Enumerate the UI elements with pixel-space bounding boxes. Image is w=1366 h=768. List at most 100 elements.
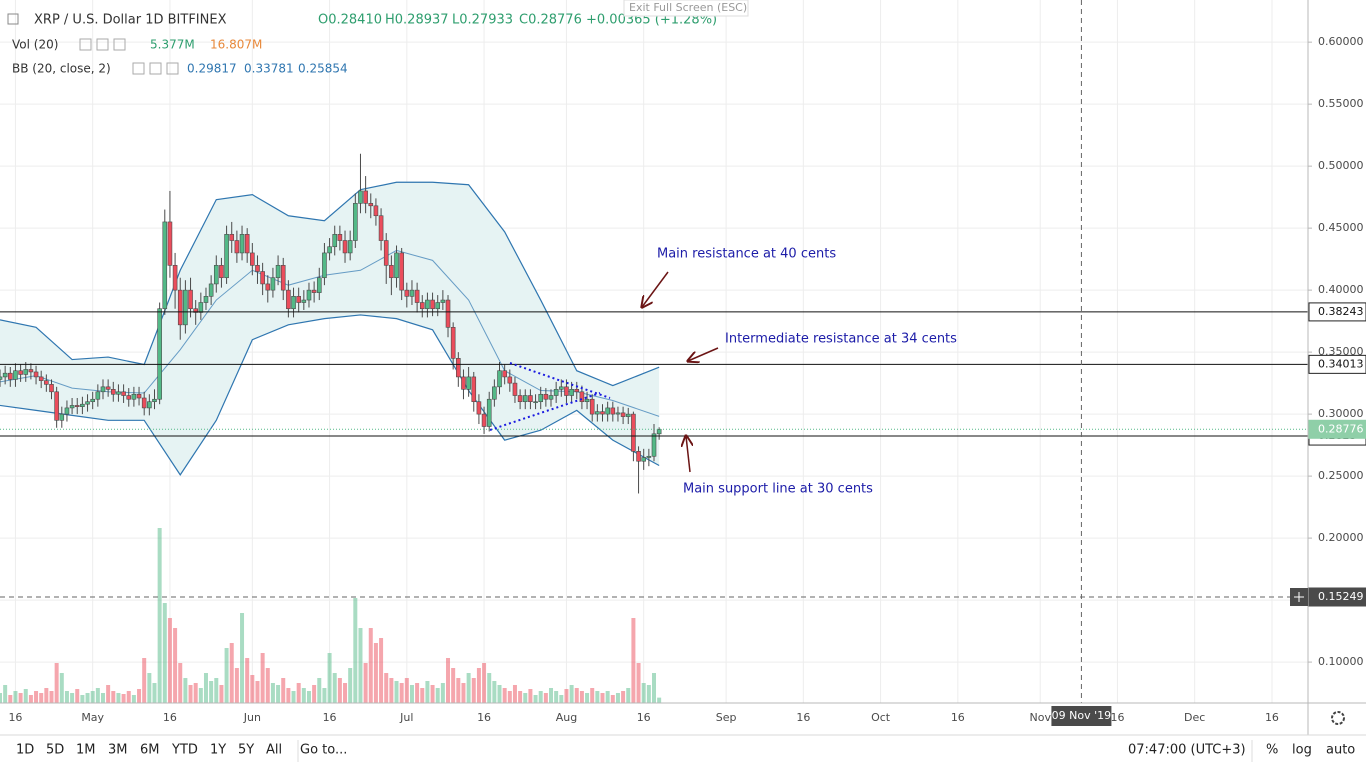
candle-body — [95, 391, 101, 400]
candle-body — [7, 372, 13, 380]
level-label: 0.34013 — [1318, 357, 1364, 370]
candle-body — [625, 413, 631, 417]
volume-bar — [425, 681, 430, 703]
candle-body — [569, 389, 574, 396]
volume-bar — [111, 691, 116, 703]
volume-bar — [198, 688, 203, 703]
range-button[interactable]: 6M — [140, 743, 160, 758]
candle-body — [620, 412, 626, 417]
volume-bar — [528, 689, 533, 703]
x-tick-label: Oct — [871, 711, 891, 724]
volume-bar — [332, 673, 337, 703]
candle-body — [275, 265, 281, 279]
candle-body — [404, 289, 410, 297]
candle-body — [512, 382, 518, 396]
range-button[interactable]: 1D — [16, 743, 34, 758]
candle-body — [600, 411, 605, 415]
exit-fullscreen[interactable]: Exit Full Screen (ESC) — [629, 1, 747, 14]
candle-body — [589, 398, 595, 415]
ohlc-high: H0.28937 — [385, 13, 449, 28]
volume-bar — [147, 673, 152, 703]
crosshair-plus[interactable] — [1294, 592, 1304, 603]
range-button[interactable]: YTD — [171, 743, 198, 758]
volume-bar — [523, 693, 528, 703]
volume-bar — [59, 673, 64, 703]
collapse-icon[interactable] — [7, 13, 19, 25]
range-button[interactable]: 3M — [108, 743, 128, 758]
percent-toggle[interactable]: % — [1266, 743, 1278, 758]
x-tick-label: 16 — [796, 711, 810, 724]
volume-bar — [451, 668, 456, 703]
candle-body — [440, 299, 446, 303]
candle-body — [90, 398, 95, 403]
settings-icon[interactable] — [1331, 711, 1345, 725]
y-tick-label: 0.55000 — [1318, 97, 1364, 110]
candle-body — [435, 302, 441, 310]
candle-body — [522, 395, 528, 403]
range-button[interactable]: 1Y — [210, 743, 226, 758]
volume-bar — [559, 695, 564, 703]
candle-body — [121, 391, 126, 396]
symbol[interactable]: XRP / U.S. Dollar 1D BITFINEX — [34, 13, 227, 28]
clock[interactable]: 07:47:00 (UTC+3) — [1128, 743, 1246, 758]
x-tick-label: 16 — [1110, 711, 1124, 724]
candle-body — [126, 395, 132, 400]
volume-bar — [652, 673, 656, 703]
volume-bar — [641, 683, 646, 703]
candle-body — [74, 405, 80, 407]
volume-bar — [621, 691, 626, 703]
log-toggle[interactable]: log — [1292, 743, 1312, 758]
goto[interactable]: Go to... — [300, 743, 347, 758]
volume-bar — [327, 653, 332, 703]
icon[interactable] — [113, 38, 126, 51]
volume-bar — [482, 663, 487, 703]
range-button[interactable]: 5Y — [238, 743, 254, 758]
candle-body — [332, 234, 338, 248]
candle-body — [394, 252, 399, 279]
auto-toggle[interactable]: auto — [1326, 743, 1355, 758]
icon[interactable] — [79, 38, 92, 51]
icon[interactable] — [166, 62, 179, 75]
volume-bar — [291, 691, 296, 703]
candle-body — [564, 386, 569, 396]
volume-bar — [487, 673, 492, 703]
volume-bar — [657, 697, 662, 703]
range-button[interactable]: 5D — [46, 743, 64, 758]
bb-label[interactable]: BB (20, close, 2) — [12, 62, 111, 76]
volume-bar — [502, 688, 507, 703]
range-button[interactable]: All — [266, 743, 282, 758]
candle-body — [584, 398, 590, 403]
volume-bar — [404, 678, 409, 703]
candle-body — [358, 190, 363, 204]
x-tick-label: Aug — [556, 711, 577, 724]
volume-bar — [384, 673, 389, 703]
volume-bar — [564, 689, 569, 703]
y-tick-label: 0.30000 — [1318, 407, 1364, 420]
range-button[interactable]: 1M — [76, 743, 96, 758]
candle-body — [0, 376, 3, 380]
volume-bar — [538, 691, 543, 703]
volume-bar — [373, 643, 378, 703]
volume-bar — [85, 693, 90, 703]
exit-fullscreen-button[interactable] — [623, 0, 749, 17]
candle-body — [69, 405, 75, 409]
candle-body — [445, 299, 451, 328]
toolbar: Go to... 07:47:00 (UTC+3) % log auto 1D 5… — [16, 711, 1355, 762]
candle-body — [301, 299, 307, 303]
volume-bar — [131, 695, 136, 703]
icon[interactable] — [132, 62, 145, 75]
volume-bar — [100, 693, 105, 703]
volume-bar — [152, 683, 157, 703]
last-price-label: 0.28776 — [1318, 422, 1364, 435]
candle-body — [162, 221, 168, 310]
icon[interactable] — [96, 38, 109, 51]
volume-bar — [137, 689, 142, 703]
icon[interactable] — [149, 62, 162, 75]
vol-label[interactable]: Vol (20) — [12, 38, 58, 52]
volume-bar — [389, 678, 394, 703]
volume-bar — [265, 668, 270, 703]
volume-bar — [420, 688, 425, 703]
y-tick-label: 0.40000 — [1318, 283, 1364, 296]
candle-body — [234, 240, 240, 254]
candle-body — [373, 205, 379, 217]
